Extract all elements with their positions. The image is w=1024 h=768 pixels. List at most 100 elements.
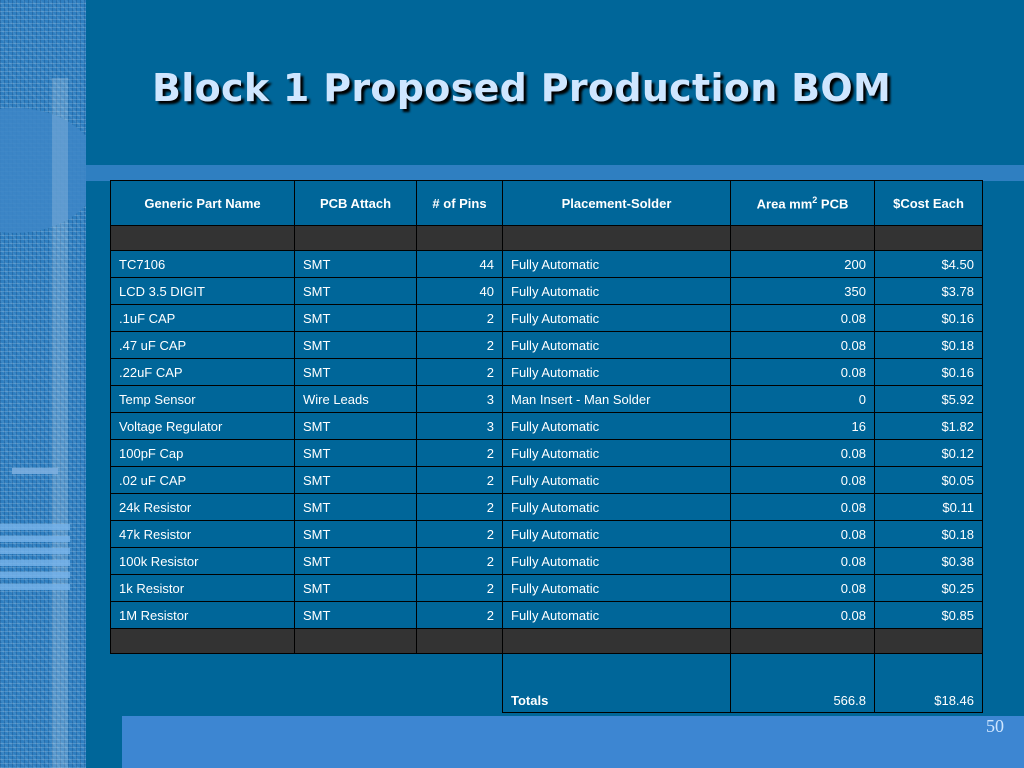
area-cell: 200 — [730, 250, 875, 278]
totals-spacer — [111, 654, 503, 713]
placement-cell: Man Insert - Man Solder — [502, 385, 731, 413]
area-cell: 0.08 — [730, 574, 875, 602]
pins-cell: 3 — [416, 412, 503, 440]
placement-cell: Fully Automatic — [502, 574, 731, 602]
area-cell: 0.08 — [730, 331, 875, 359]
cost-cell: $0.16 — [874, 304, 983, 332]
part-name-cell: .02 uF CAP — [110, 466, 295, 494]
placement-cell: Fully Automatic — [502, 304, 731, 332]
pins-cell: 2 — [416, 331, 503, 359]
decorative-stripes — [0, 520, 70, 590]
pcb-attach-cell: SMT — [294, 574, 417, 602]
part-name-cell: LCD 3.5 DIGIT — [110, 277, 295, 305]
pcb-attach-cell: SMT — [294, 547, 417, 575]
pcb-attach-cell: SMT — [294, 277, 417, 305]
cost-cell: $0.18 — [874, 520, 983, 548]
area-cell: 0.08 — [730, 547, 875, 575]
cost-cell: $5.92 — [874, 385, 983, 413]
pcb-attach-cell: SMT — [294, 439, 417, 467]
column-header-pcb-attach: PCB Attach — [294, 180, 417, 226]
cost-cell: $0.85 — [874, 601, 983, 629]
table-row: Voltage Regulator SMT 3 Fully Automatic 16 $1… — [110, 412, 983, 440]
totals-label: Totals — [502, 653, 731, 713]
blank-cell — [110, 225, 295, 251]
pins-cell: 2 — [416, 547, 503, 575]
placement-cell: Fully Automatic — [502, 358, 731, 386]
table-row: 1M Resistor SMT 2 Fully Automatic 0.08 $0.85 — [110, 601, 983, 629]
blank-cell — [874, 628, 983, 654]
pcb-attach-cell: SMT — [294, 358, 417, 386]
part-name-cell: TC7106 — [110, 250, 295, 278]
totals-row: Totals 566.8 $18.46 — [111, 653, 983, 713]
area-cell: 0.08 — [730, 520, 875, 548]
area-cell: 0.08 — [730, 493, 875, 521]
pins-cell: 2 — [416, 520, 503, 548]
cost-cell: $0.18 — [874, 331, 983, 359]
blank-cell — [730, 628, 875, 654]
cost-cell: $3.78 — [874, 277, 983, 305]
decorative-notch — [12, 468, 58, 474]
area-cell: 0.08 — [730, 304, 875, 332]
decorative-side-strip — [0, 0, 86, 768]
table-header-row: Generic Part Name PCB Attach # of Pins P… — [110, 180, 983, 226]
blank-cell — [416, 628, 503, 654]
column-header-placement: Placement-Solder — [502, 180, 731, 226]
table-row: LCD 3.5 DIGIT SMT 40 Fully Automatic 350 $3.7… — [110, 277, 983, 305]
cost-cell: $0.25 — [874, 574, 983, 602]
placement-cell: Fully Automatic — [502, 331, 731, 359]
column-header-area: Area mm2 PCB — [730, 180, 875, 226]
pins-cell: 2 — [416, 601, 503, 629]
pcb-attach-cell: Wire Leads — [294, 385, 417, 413]
accent-band — [86, 165, 1024, 181]
totals-area: 566.8 — [730, 653, 875, 713]
decorative-vertical-bar — [52, 78, 68, 768]
cost-cell: $0.05 — [874, 466, 983, 494]
blank-row — [110, 628, 983, 654]
column-header-pins: # of Pins — [416, 180, 503, 226]
blank-cell — [294, 225, 417, 251]
part-name-cell: 1M Resistor — [110, 601, 295, 629]
pcb-attach-cell: SMT — [294, 250, 417, 278]
placement-cell: Fully Automatic — [502, 277, 731, 305]
pcb-attach-cell: SMT — [294, 520, 417, 548]
area-cell: 0.08 — [730, 358, 875, 386]
placement-cell: Fully Automatic — [502, 439, 731, 467]
table-row: 1k Resistor SMT 2 Fully Automatic 0.08 $0.25 — [110, 574, 983, 602]
blank-cell — [874, 225, 983, 251]
cost-cell: $4.50 — [874, 250, 983, 278]
blank-row — [110, 225, 983, 251]
table-row: 100pF Cap SMT 2 Fully Automatic 0.08 $0.12 — [110, 439, 983, 467]
pins-cell: 2 — [416, 466, 503, 494]
placement-cell: Fully Automatic — [502, 412, 731, 440]
blank-cell — [502, 628, 731, 654]
decorative-circle — [0, 108, 86, 233]
pcb-attach-cell: SMT — [294, 466, 417, 494]
pcb-attach-cell: SMT — [294, 331, 417, 359]
pins-cell: 2 — [416, 493, 503, 521]
part-name-cell: .22uF CAP — [110, 358, 295, 386]
column-header-part-name: Generic Part Name — [110, 180, 295, 226]
area-header-text: Area mm — [756, 196, 813, 212]
area-cell: 16 — [730, 412, 875, 440]
area-header-superscript: 2 — [812, 194, 818, 205]
part-name-cell: 24k Resistor — [110, 493, 295, 521]
cost-cell: $1.82 — [874, 412, 983, 440]
area-cell: 0.08 — [730, 466, 875, 494]
area-header-suffix: PCB — [817, 196, 849, 212]
table-row: TC7106 SMT 44 Fully Automatic 200 $4.50 — [110, 250, 983, 278]
cost-cell: $0.38 — [874, 547, 983, 575]
part-name-cell: .47 uF CAP — [110, 331, 295, 359]
pins-cell: 2 — [416, 574, 503, 602]
pins-cell: 3 — [416, 385, 503, 413]
table-row: 47k Resistor SMT 2 Fully Automatic 0.08 $0.18 — [110, 520, 983, 548]
blank-cell — [110, 628, 295, 654]
placement-cell: Fully Automatic — [502, 493, 731, 521]
table-row: .22uF CAP SMT 2 Fully Automatic 0.08 $0.16 — [110, 358, 983, 386]
part-name-cell: Temp Sensor — [110, 385, 295, 413]
pcb-attach-cell: SMT — [294, 493, 417, 521]
placement-cell: Fully Automatic — [502, 601, 731, 629]
column-header-cost: $Cost Each — [874, 180, 983, 226]
cost-cell: $0.12 — [874, 439, 983, 467]
table-row: .02 uF CAP SMT 2 Fully Automatic 0.08 $0.05 — [110, 466, 983, 494]
blank-cell — [294, 628, 417, 654]
